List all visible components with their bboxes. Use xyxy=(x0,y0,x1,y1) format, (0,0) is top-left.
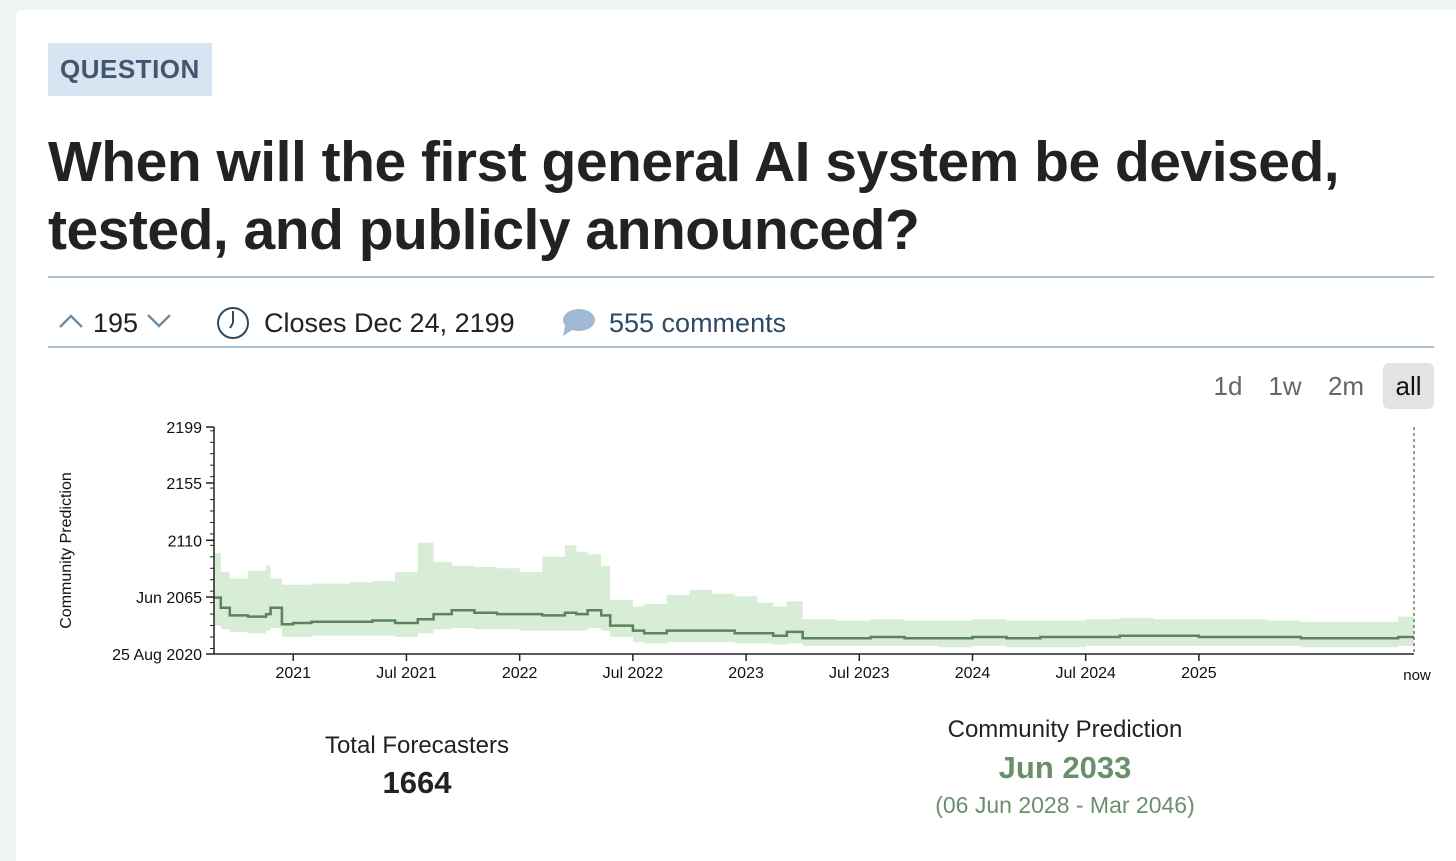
y-tick-label: 2199 xyxy=(166,420,202,437)
y-tick-label: 25 Aug 2020 xyxy=(112,647,202,664)
clock-icon xyxy=(217,307,249,339)
y-axis-label: Community Prediction xyxy=(58,472,75,629)
y-tick-label: 2110 xyxy=(168,533,203,550)
forecasters-label: Total Forecasters xyxy=(324,732,510,759)
prediction-chart: 2199 2155 2110 Jun 2065 25 Aug 2020 2021 Jul 2… xyxy=(58,420,1431,684)
x-tick-label: 2022 xyxy=(502,665,538,682)
y-tick-label: 2155 xyxy=(166,476,202,493)
prediction-line xyxy=(214,596,1414,640)
range-2m[interactable]: 2m xyxy=(1327,371,1365,401)
x-tick-label: Jul 2024 xyxy=(1055,665,1116,682)
uncertainty-band xyxy=(214,542,1414,648)
x-tick-label: 2025 xyxy=(1181,665,1217,682)
close-date: Closes Dec 24, 2199 xyxy=(264,308,515,338)
x-tick-label: Jul 2021 xyxy=(376,665,437,682)
divider-top xyxy=(48,276,1434,278)
comments-link[interactable]: 555 comments xyxy=(609,308,787,338)
range-all[interactable]: all xyxy=(1383,363,1434,409)
x-tick-label: 2023 xyxy=(728,665,764,682)
x-tick-label: 2021 xyxy=(275,665,311,682)
question-badge: QUESTION xyxy=(48,43,212,96)
x-tick-label: 2024 xyxy=(955,665,991,682)
y-tick-label: Jun 2065 xyxy=(136,590,202,607)
range-1d[interactable]: 1d xyxy=(1213,371,1243,401)
divider-bottom xyxy=(48,346,1434,348)
question-card: QUESTION When will the first general AI … xyxy=(16,10,1456,861)
x-tick-label: Jul 2022 xyxy=(603,665,664,682)
forecasters-value: 1664 xyxy=(382,765,452,800)
x-tick-label: Jul 2023 xyxy=(829,665,890,682)
downvote-icon[interactable] xyxy=(146,311,172,331)
now-label: now xyxy=(1403,667,1431,684)
prediction-label: Community Prediction xyxy=(947,716,1183,743)
meta-bar: 195 Closes Dec 24, 2199 555 comments xyxy=(48,289,1434,355)
page-title: When will the first general AI system be… xyxy=(48,130,1340,262)
prediction-range: (06 Jun 2028 - Mar 2046) xyxy=(935,792,1195,818)
upvote-icon[interactable] xyxy=(58,311,84,331)
vote-count: 195 xyxy=(93,308,139,338)
prediction-value: Jun 2033 xyxy=(998,750,1132,785)
comment-icon[interactable] xyxy=(560,308,596,338)
range-1w[interactable]: 1w xyxy=(1268,371,1302,401)
